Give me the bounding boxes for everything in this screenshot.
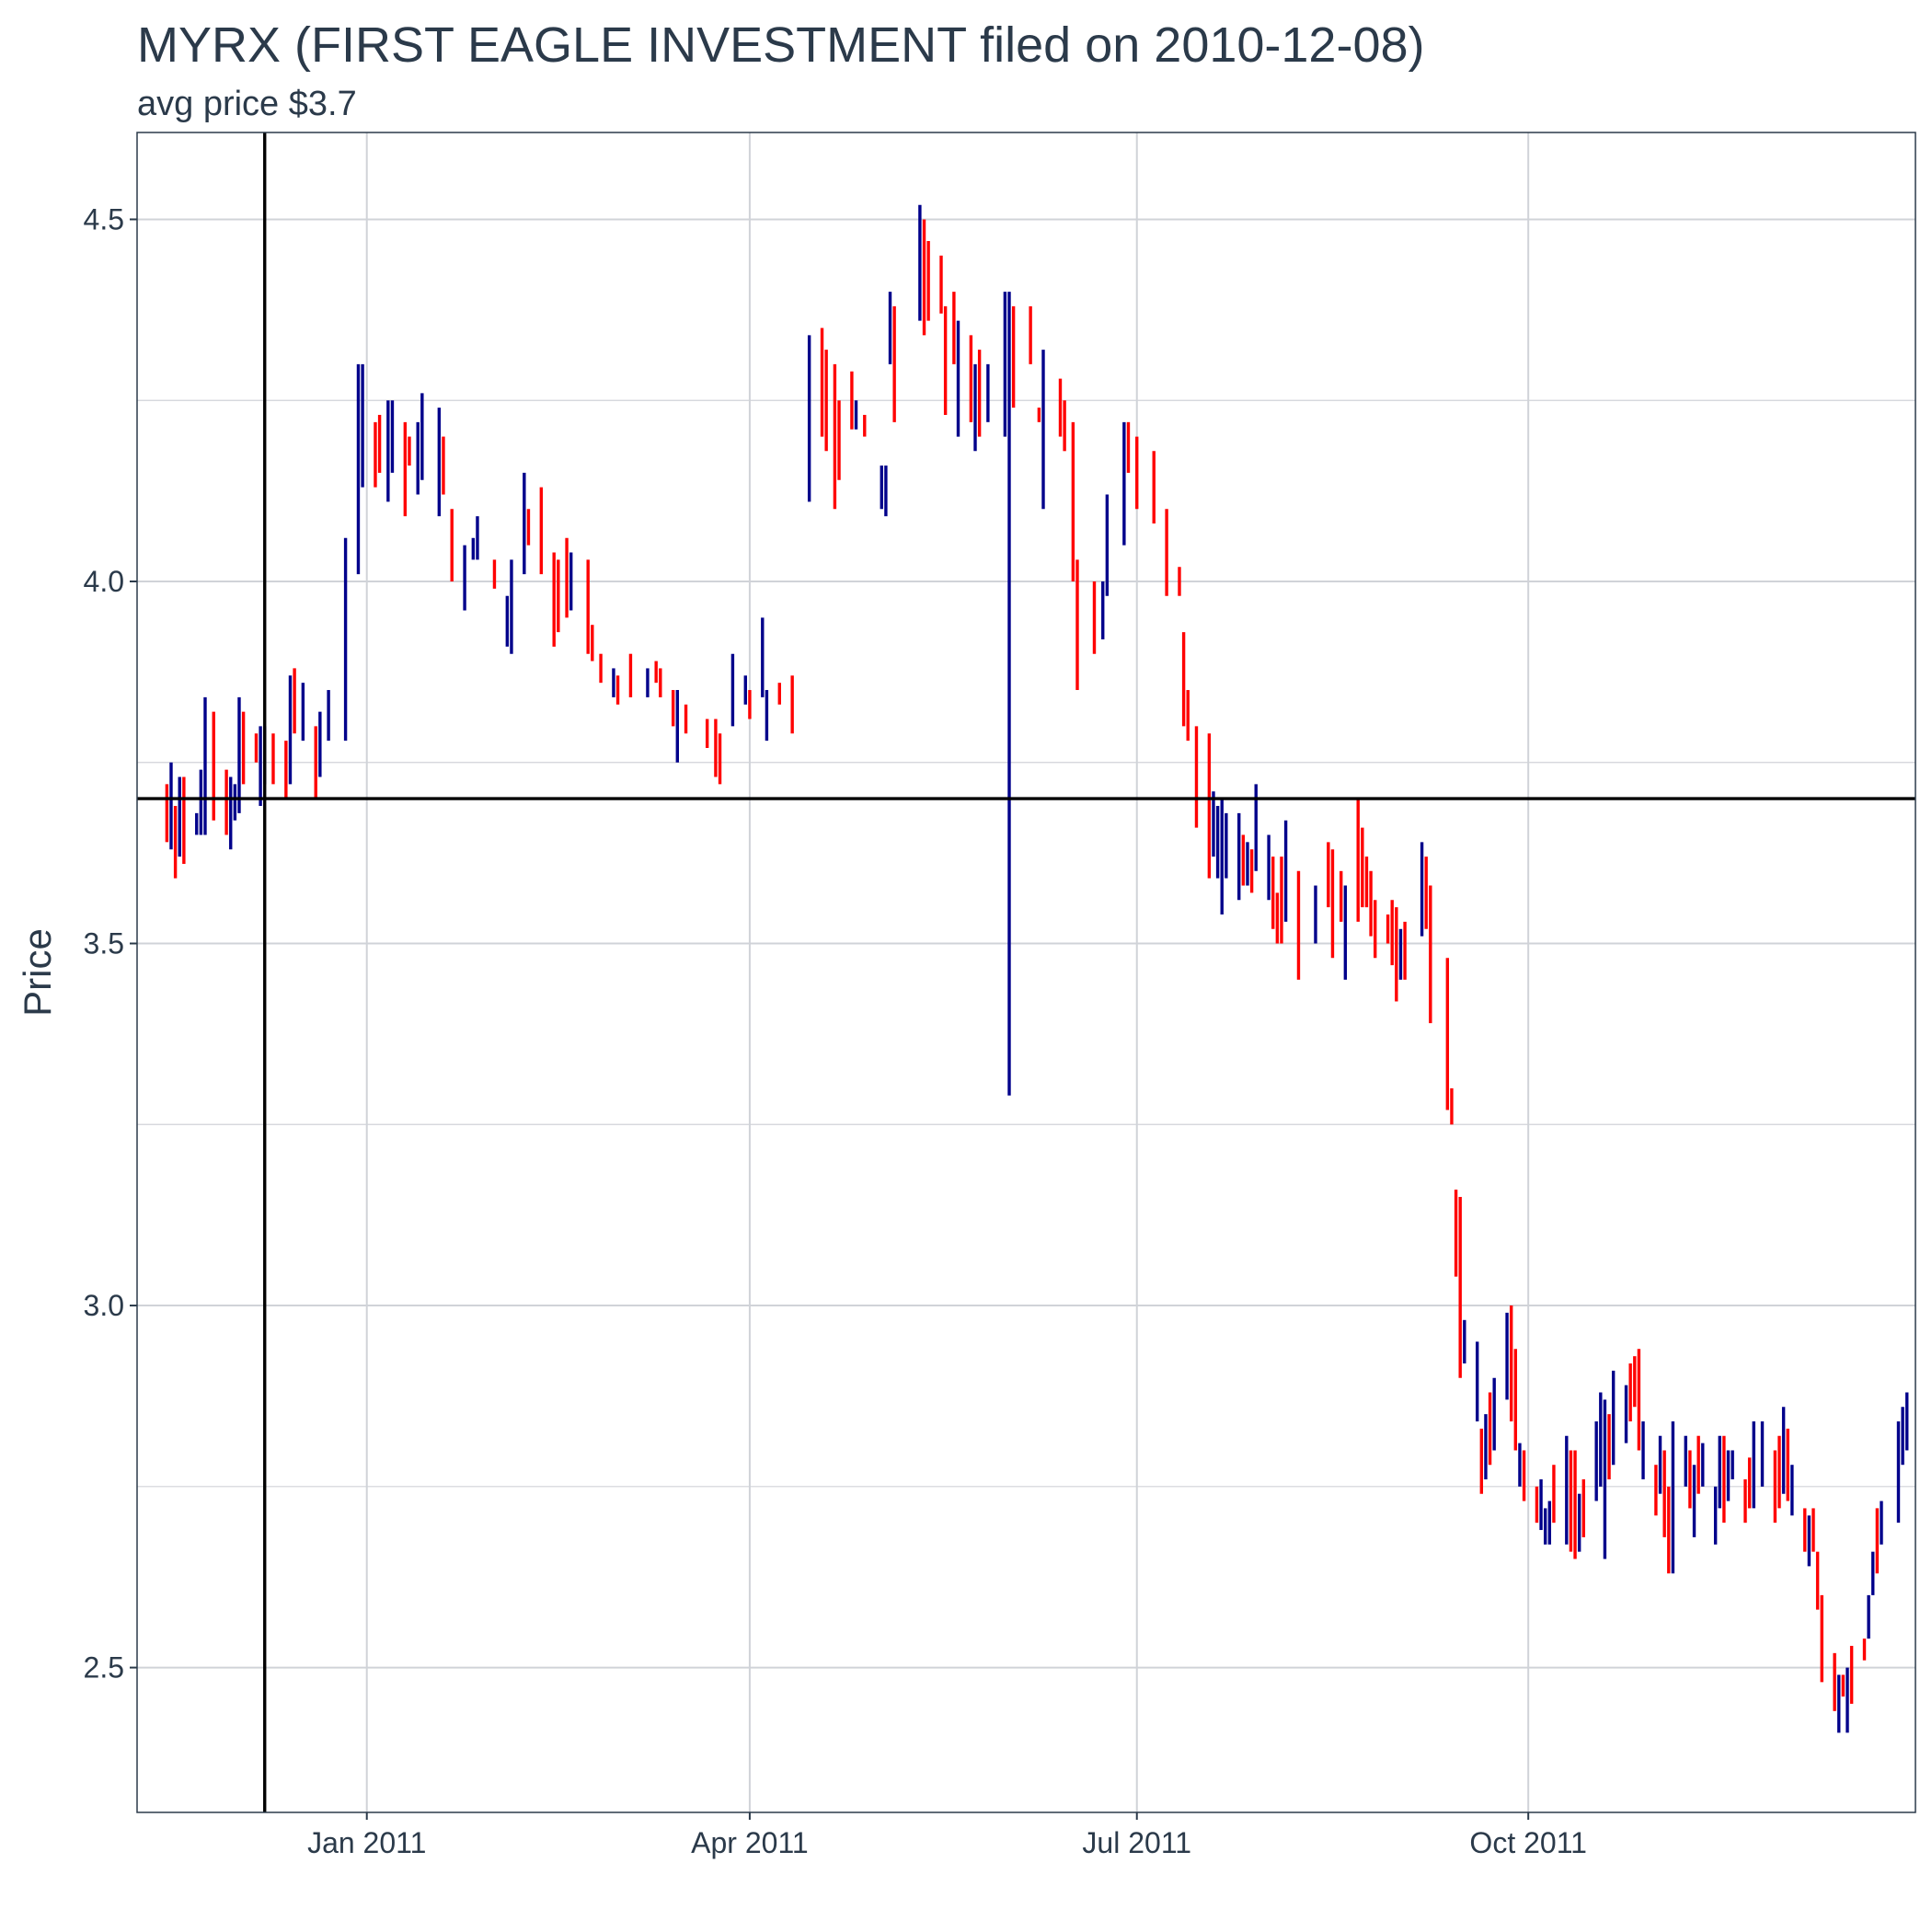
chart-title: MYRX (FIRST EAGLE INVESTMENT filed on 20… [137,17,1425,73]
price-bars [165,204,1909,1733]
x-tick-label: Oct 2011 [1469,1826,1586,1859]
plot-panel-border [136,132,1916,1813]
chart-subtitle: avg price $3.7 [137,85,357,123]
x-tick-label: Apr 2011 [691,1826,809,1859]
y-tick-label: 4.0 [84,565,124,598]
axes: 2.5 3.0 3.5 4.0 4.5 Jan 2011 Apr 2011 Jul 2011 O… [84,202,1587,1859]
x-tick-label: Jul 2011 [1082,1826,1191,1859]
y-tick-label: 2.5 [84,1651,124,1685]
y-tick-label: 3.5 [84,927,124,960]
y-tick-label: 4.5 [84,202,124,236]
x-tick-label: Jan 2011 [307,1826,426,1859]
y-tick-label: 3.0 [84,1289,124,1322]
grid-lines [137,132,1915,1812]
reference-lines [137,132,1915,1812]
y-axis-title: Price [16,928,59,1017]
